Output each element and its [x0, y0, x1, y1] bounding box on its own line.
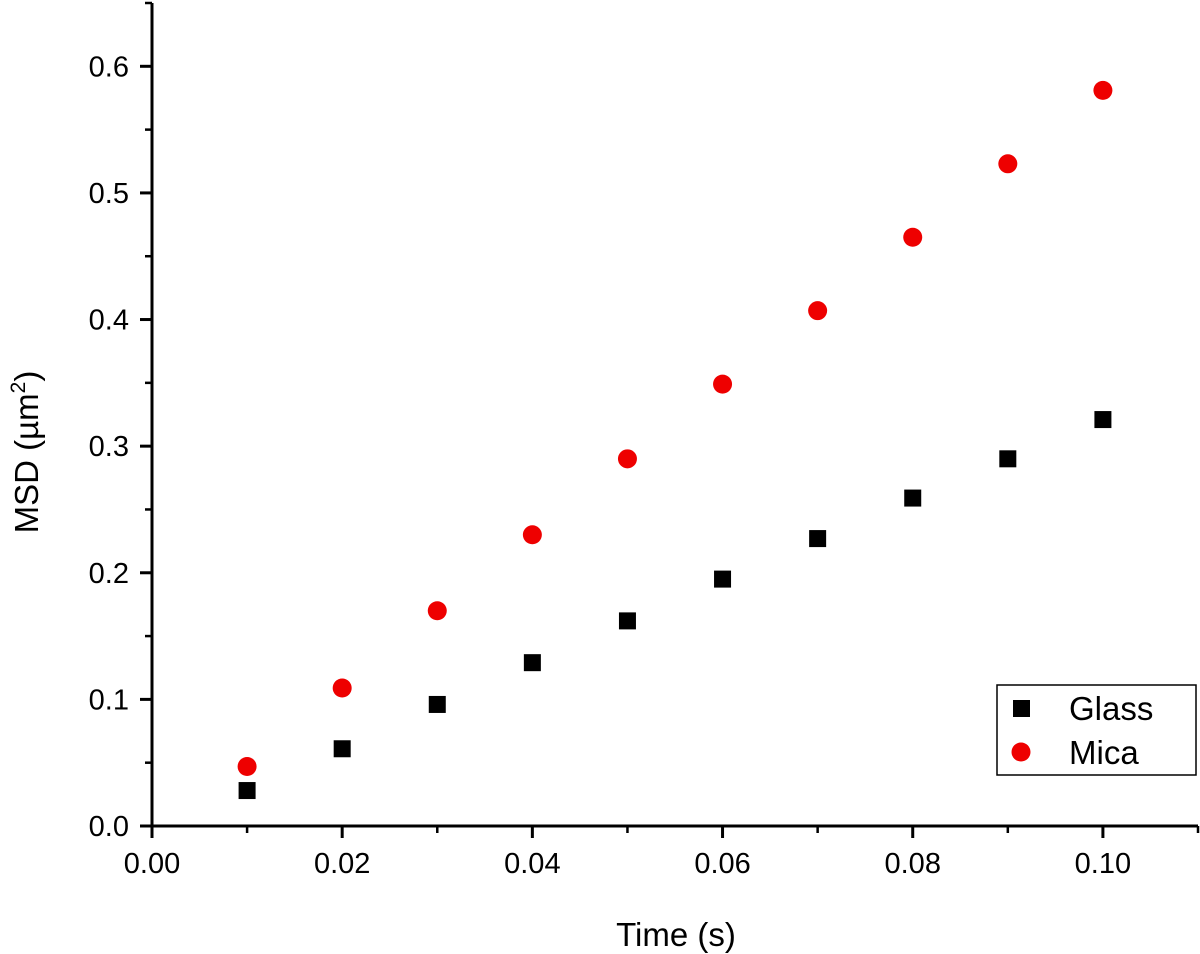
- legend-marker-mica: [1012, 743, 1031, 762]
- glass-point: [1094, 411, 1111, 428]
- y-tick-label: 0.0: [89, 811, 129, 843]
- y-axis-title-superscript: 2: [7, 382, 30, 394]
- x-tick-label: 0.00: [124, 848, 180, 880]
- x-tick-label: 0.04: [504, 848, 560, 880]
- legend-label-mica: Mica: [1069, 734, 1139, 771]
- glass-point: [429, 696, 446, 713]
- series-glass: [239, 411, 1112, 799]
- y-tick-label: 0.1: [89, 684, 129, 716]
- mica-point: [618, 449, 637, 468]
- glass-point: [809, 530, 826, 547]
- y-tick-label: 0.3: [89, 431, 129, 463]
- x-tick-label: 0.06: [694, 848, 750, 880]
- mica-point: [333, 678, 352, 697]
- x-axis-title: Time (s): [616, 916, 736, 953]
- glass-point: [524, 654, 541, 671]
- legend: Glass Mica: [997, 685, 1196, 775]
- glass-point: [904, 490, 921, 507]
- mica-point: [713, 375, 732, 394]
- legend-marker-glass: [1013, 700, 1030, 717]
- glass-point: [334, 740, 351, 757]
- mica-point: [808, 301, 827, 320]
- mica-point: [523, 525, 542, 544]
- mica-point: [1093, 81, 1112, 100]
- glass-point: [239, 782, 256, 799]
- glass-point: [714, 571, 731, 588]
- y-tick-label: 0.4: [89, 305, 129, 337]
- x-axis-ticks: 0.00 0.02 0.04 0.06 0.08 0.10: [124, 826, 1198, 880]
- y-tick-label: 0.6: [89, 51, 129, 83]
- y-axis-title-main: MSD (µm: [8, 393, 45, 533]
- glass-point: [999, 450, 1016, 467]
- y-axis-ticks: 0.0 0.1 0.2 0.3 0.4 0.5 0.6: [89, 3, 152, 843]
- series-mica: [238, 81, 1113, 776]
- mica-point: [238, 757, 257, 776]
- mica-point: [903, 228, 922, 247]
- x-tick-label: 0.08: [885, 848, 941, 880]
- y-axis-title: MSD (µm2): [7, 371, 45, 534]
- y-axis-title-end: ): [8, 371, 45, 382]
- x-tick-label: 0.02: [314, 848, 370, 880]
- glass-point: [619, 612, 636, 629]
- y-tick-label: 0.5: [89, 178, 129, 210]
- x-tick-label: 0.10: [1075, 848, 1131, 880]
- data-points: [238, 81, 1113, 799]
- legend-label-glass: Glass: [1069, 690, 1153, 727]
- mica-point: [428, 601, 447, 620]
- y-tick-label: 0.2: [89, 558, 129, 590]
- mica-point: [998, 154, 1017, 173]
